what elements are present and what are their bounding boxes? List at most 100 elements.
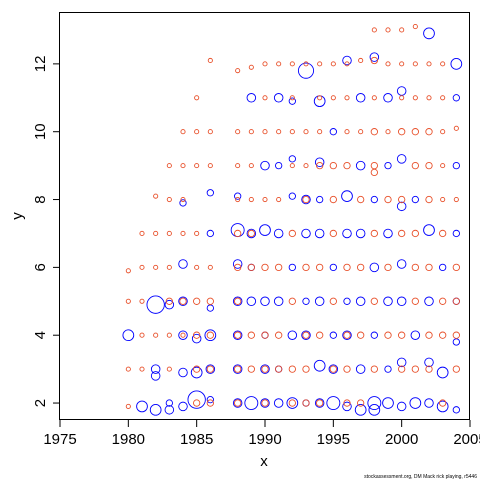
data-point-red — [398, 195, 406, 204]
data-point-red — [248, 163, 254, 169]
data-point-red — [357, 195, 365, 204]
data-point-blue — [232, 398, 243, 408]
data-point-red — [452, 263, 460, 272]
data-point-red — [194, 230, 200, 237]
data-point-blue — [424, 296, 434, 307]
data-point-blue — [136, 400, 148, 413]
data-point-blue — [301, 194, 311, 205]
data-point-red — [234, 399, 242, 407]
data-point-blue — [452, 406, 460, 414]
data-point-red — [452, 297, 460, 305]
data-point-blue — [342, 330, 352, 340]
data-point-red — [125, 268, 131, 274]
data-point-blue — [342, 228, 352, 239]
data-point-blue — [234, 192, 242, 200]
credit-text: stockassessment.org, DM Mack rick playin… — [364, 474, 477, 480]
data-point-red — [426, 95, 432, 101]
data-point-red — [344, 129, 350, 135]
data-point-red — [329, 161, 337, 170]
data-point-blue — [328, 364, 339, 374]
data-point-blue — [384, 365, 392, 373]
data-point-blue — [382, 397, 394, 409]
data-point-red — [316, 263, 324, 272]
data-point-blue — [178, 259, 188, 269]
data-point-red — [329, 297, 337, 305]
data-point-red — [398, 128, 406, 136]
data-point-blue — [273, 398, 284, 408]
data-point-blue — [313, 95, 326, 108]
data-point-blue — [367, 396, 382, 410]
data-point-red — [193, 399, 201, 407]
data-point-blue — [396, 154, 407, 164]
data-point-red — [358, 57, 364, 64]
data-point-red — [302, 331, 310, 339]
data-point-blue — [424, 357, 434, 368]
data-point-blue — [396, 259, 407, 269]
y-tick-label: 12 — [32, 56, 49, 73]
data-point-red — [370, 168, 378, 177]
data-point-red — [370, 128, 378, 136]
data-point-red — [234, 229, 242, 238]
data-point-red — [194, 163, 200, 169]
data-point-blue — [246, 93, 257, 103]
data-point-blue — [369, 262, 380, 273]
data-point-red — [358, 129, 364, 135]
data-point-red — [125, 403, 131, 409]
data-point-blue — [288, 155, 296, 163]
data-point-red — [207, 129, 213, 135]
data-point-red — [235, 129, 241, 135]
data-point-blue — [355, 228, 366, 239]
data-point-blue — [288, 97, 296, 105]
data-point-red — [276, 61, 282, 67]
data-point-red — [262, 95, 268, 101]
data-point-blue — [383, 228, 393, 239]
data-point-red — [276, 129, 282, 135]
y-axis-label: y — [9, 212, 26, 220]
data-point-red — [153, 230, 159, 237]
x-tick-label: 1985 — [180, 431, 213, 448]
data-point-red — [275, 263, 283, 272]
data-point-blue — [244, 396, 259, 410]
y-tick-label: 4 — [32, 331, 49, 339]
data-point-blue — [301, 330, 311, 340]
data-point-red — [398, 365, 406, 373]
data-point-blue — [326, 396, 341, 410]
data-point-red — [261, 263, 269, 272]
data-point-blue — [260, 398, 270, 408]
data-point-blue — [423, 224, 435, 236]
data-point-red — [425, 161, 433, 170]
data-point-red — [329, 365, 337, 373]
y-tick-label: 10 — [32, 123, 49, 140]
data-point-blue — [396, 86, 407, 96]
data-point-blue — [273, 228, 284, 239]
data-point-red — [371, 27, 377, 33]
data-point-red — [248, 196, 254, 203]
data-point-red — [411, 161, 419, 170]
data-point-blue — [424, 398, 434, 408]
data-point-red — [343, 263, 351, 272]
data-point-red — [248, 129, 254, 135]
data-point-blue — [314, 228, 325, 239]
data-point-red — [193, 365, 201, 373]
data-point-red — [330, 95, 336, 101]
data-point-red — [180, 230, 186, 237]
data-point-red — [411, 229, 419, 238]
data-point-red — [302, 263, 310, 272]
data-point-blue — [314, 398, 325, 408]
data-point-red — [411, 263, 419, 272]
data-point-blue — [355, 160, 366, 171]
x-tick-label: 1990 — [248, 431, 281, 448]
data-point-blue — [314, 157, 325, 167]
data-point-red — [206, 331, 214, 339]
data-point-red — [329, 229, 337, 238]
data-point-red — [235, 196, 241, 203]
data-point-red — [139, 332, 145, 338]
data-point-blue — [190, 366, 203, 379]
data-point-blue — [178, 296, 188, 307]
data-point-red — [288, 365, 296, 373]
data-point-red — [275, 331, 283, 339]
data-point-red — [139, 298, 145, 304]
data-point-red — [166, 230, 172, 237]
data-point-blue — [206, 229, 214, 238]
data-point-red — [207, 57, 213, 64]
